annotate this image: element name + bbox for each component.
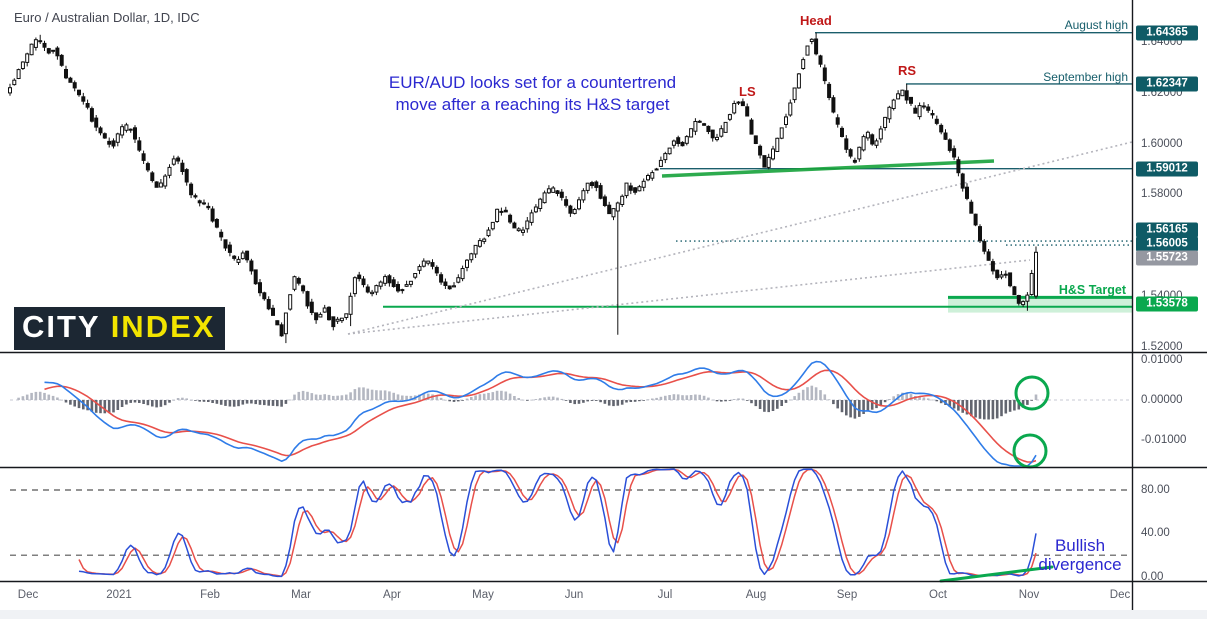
month-label-sep: Sep xyxy=(836,589,858,601)
month-label-oct: Oct xyxy=(929,589,947,601)
headline-line1: EUR/AUD looks set for a countertrend xyxy=(388,73,677,92)
price-badge-1.59012: 1.59012 xyxy=(1136,161,1198,177)
price-badge-1.62347: 1.62347 xyxy=(1136,76,1198,92)
month-label-dec: Dec xyxy=(17,589,39,601)
august-high-label: August high xyxy=(1064,18,1128,32)
bullish-divergence-line1: Bullish xyxy=(1054,536,1106,555)
bullish-divergence-label: Bullish divergence xyxy=(1018,536,1142,574)
month-label-2021: 2021 xyxy=(106,589,132,601)
macd-tick-label: -0.01000 xyxy=(1141,434,1187,446)
month-label-feb: Feb xyxy=(200,589,220,601)
logo-city-text: CITY xyxy=(22,309,101,344)
bottom-toolbar-strip xyxy=(0,610,1207,619)
indicator-series xyxy=(17,360,1038,578)
month-label-jul: Jul xyxy=(657,589,673,601)
hs-target-label: H&S Target xyxy=(1058,283,1126,297)
macd-tick-label: 0.01000 xyxy=(1141,354,1183,366)
bullish-divergence-line2: divergence xyxy=(1038,555,1122,574)
symbol-title[interactable]: Euro / Australian Dollar, 1D, IDC xyxy=(14,10,200,25)
month-label-aug: Aug xyxy=(745,589,767,601)
logo-index-text: INDEX xyxy=(110,309,216,344)
headline-line2: move after a reaching its H&S target xyxy=(395,95,670,114)
price-badge-1.56005: 1.56005 xyxy=(1136,236,1198,252)
price-tick-label: 1.60000 xyxy=(1141,137,1183,150)
city-index-logo: CITY INDEX xyxy=(14,307,226,350)
month-label-may: May xyxy=(472,589,494,601)
month-label-dec: Dec xyxy=(1109,589,1131,601)
candlestick-series xyxy=(8,32,1038,344)
september-high-label: September high xyxy=(1043,70,1128,84)
month-label-mar: Mar xyxy=(291,589,311,601)
price-badge-1.64365: 1.64365 xyxy=(1136,25,1198,41)
stoch-tick-label: 0.00 xyxy=(1141,570,1164,583)
stoch-tick-label: 40.00 xyxy=(1141,527,1170,540)
price-badge-1.53578: 1.53578 xyxy=(1136,296,1198,312)
right-shoulder-label: RS xyxy=(898,63,917,78)
price-badge-1.55723: 1.55723 xyxy=(1136,250,1198,266)
left-shoulder-label: LS xyxy=(739,84,756,99)
month-label-jun: Jun xyxy=(564,589,584,601)
price-tick-label: 1.58000 xyxy=(1141,188,1183,201)
price-badge-1.56165: 1.56165 xyxy=(1136,222,1198,238)
headline-annotation: EUR/AUD looks set for a countertrend mov… xyxy=(375,72,690,116)
head-label: Head xyxy=(800,13,832,28)
month-label-nov: Nov xyxy=(1018,589,1040,601)
chart-background-layer xyxy=(10,32,1133,556)
price-tick-label: 1.52000 xyxy=(1141,340,1183,353)
month-label-apr: Apr xyxy=(383,589,401,601)
stoch-tick-label: 80.00 xyxy=(1141,483,1170,496)
macd-tick-label: 0.00000 xyxy=(1141,394,1183,406)
